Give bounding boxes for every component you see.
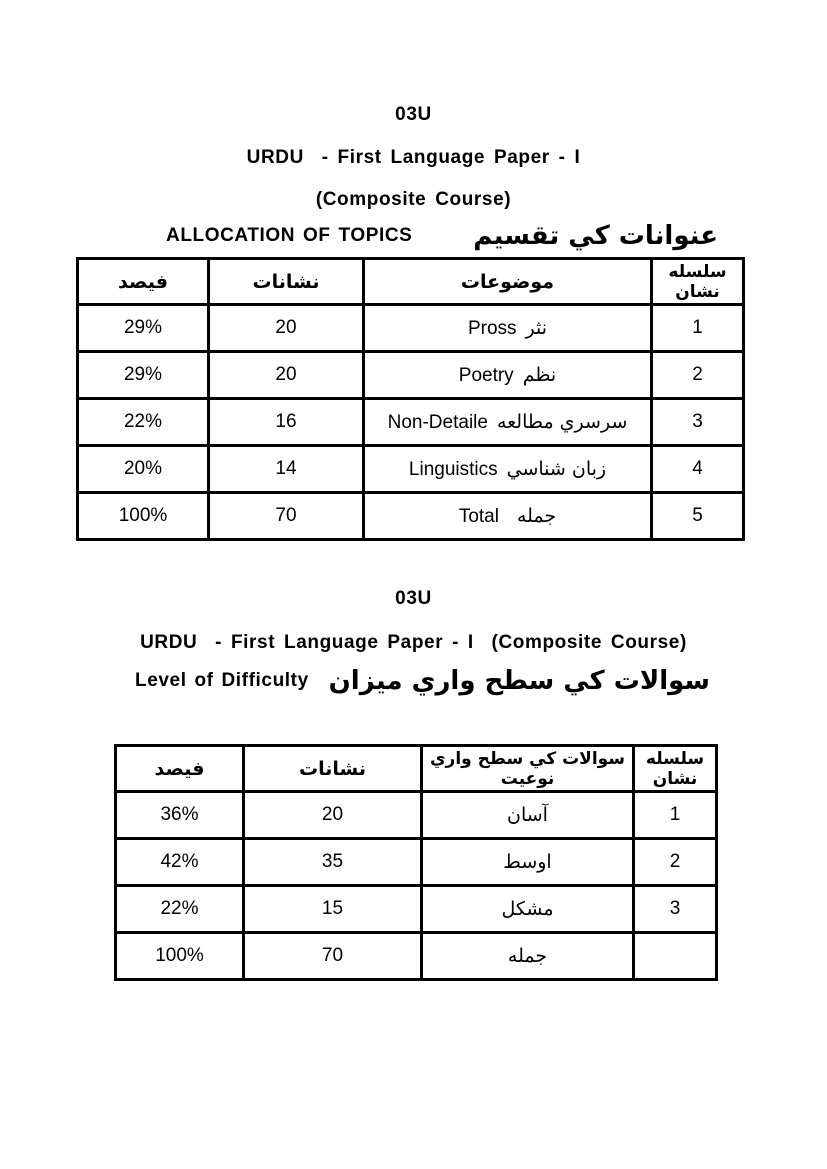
col-header-marks: نشانات <box>242 744 423 793</box>
allocation-of-topics-table: فيصد نشانات موضوعات سلسله نشان 29% 20 Pr… <box>76 257 745 541</box>
col-header-percent: فيصد <box>76 257 210 306</box>
cell-level: اوسط <box>420 837 635 887</box>
col-header-marks: نشانات <box>207 257 365 306</box>
cell-marks: 20 <box>242 790 423 840</box>
table-row: 20% 14 Linguistics زبان شناسي 4 <box>76 444 745 494</box>
cell-percent: 22% <box>76 397 210 447</box>
cell-level: جمله <box>420 931 635 981</box>
cell-marks: 15 <box>242 884 423 934</box>
cell-serial: 2 <box>632 837 718 887</box>
cell-percent: 22% <box>114 884 245 934</box>
paper-title-2: URDU - First Language Paper - I (Composi… <box>140 632 687 653</box>
cell-serial: 1 <box>650 303 745 353</box>
table-row: 100% 70 Total جمله 5 <box>76 491 745 541</box>
cell-marks: 70 <box>207 491 365 541</box>
cell-percent: 29% <box>76 303 210 353</box>
cell-percent: 100% <box>114 931 245 981</box>
topic-urdu: نظم <box>522 363 557 386</box>
cell-topic: Linguistics زبان شناسي <box>362 444 653 494</box>
level-of-difficulty-table: فيصد نشانات سوالات كي سطح واري نوعيت سلس… <box>114 744 718 981</box>
cell-topic: Non-Detaile سرسري مطالعه <box>362 397 653 447</box>
table-row: 100% 70 جمله <box>114 931 718 981</box>
cell-serial: 1 <box>632 790 718 840</box>
col-header-level: سوالات كي سطح واري نوعيت <box>420 744 635 793</box>
cell-topic: Pross نثر <box>362 303 653 353</box>
topic-urdu: زبان شناسي <box>506 457 607 480</box>
cell-serial <box>632 931 718 981</box>
section1-heading: ALLOCATION OF TOPICS عنوانات كي تقسيم <box>166 219 718 253</box>
cell-marks: 70 <box>242 931 423 981</box>
cell-serial: 3 <box>650 397 745 447</box>
paper-title-1: URDU - First Language Paper - I <box>246 147 581 168</box>
cell-marks: 20 <box>207 303 365 353</box>
table-row: 29% 20 Pross نثر 1 <box>76 303 745 353</box>
cell-serial: 5 <box>650 491 745 541</box>
topic-urdu: جمله <box>516 504 557 527</box>
section2-heading-english: Level of Difficulty <box>135 670 309 691</box>
cell-serial: 3 <box>632 884 718 934</box>
col-header-serial: سلسله نشان <box>632 744 718 793</box>
cell-level: آسان <box>420 790 635 840</box>
cell-marks: 35 <box>242 837 423 887</box>
table-row: 29% 20 Poetry نظم 2 <box>76 350 745 400</box>
cell-percent: 36% <box>114 790 245 840</box>
paper-code-1: 03U <box>395 104 432 125</box>
paper-subtitle-1: (Composite Course) <box>315 189 512 210</box>
cell-serial: 4 <box>650 444 745 494</box>
table-row: 42% 35 اوسط 2 <box>114 837 718 887</box>
cell-percent: 100% <box>76 491 210 541</box>
cell-topic: Poetry نظم <box>362 350 653 400</box>
cell-percent: 42% <box>114 837 245 887</box>
topic-english: Linguistics <box>408 458 498 480</box>
table-row: 22% 15 مشكل 3 <box>114 884 718 934</box>
col-header-topics: موضوعات <box>362 257 653 306</box>
table-header-row: فيصد نشانات سوالات كي سطح واري نوعيت سلس… <box>114 744 718 793</box>
cell-marks: 20 <box>207 350 365 400</box>
topic-urdu: سرسري مطالعه <box>496 410 628 433</box>
section2-heading: Level of Difficulty سوالات كي سطح واري م… <box>135 663 710 699</box>
section2-heading-urdu: سوالات كي سطح واري ميزان <box>328 666 710 696</box>
col-header-serial: سلسله نشان <box>650 257 745 306</box>
cell-percent: 29% <box>76 350 210 400</box>
table-row: 36% 20 آسان 1 <box>114 790 718 840</box>
topic-english: Poetry <box>458 364 514 386</box>
cell-topic: Total جمله <box>362 491 653 541</box>
topic-english: Total <box>458 505 499 527</box>
table-header-row: فيصد نشانات موضوعات سلسله نشان <box>76 257 745 306</box>
cell-marks: 14 <box>207 444 365 494</box>
paper-code-2: 03U <box>395 588 432 609</box>
section1-heading-urdu: عنوانات كي تقسيم <box>473 221 718 251</box>
cell-serial: 2 <box>650 350 745 400</box>
topic-english: Non-Detaile <box>387 411 488 433</box>
col-header-percent: فيصد <box>114 744 245 793</box>
topic-urdu: نثر <box>525 316 548 339</box>
cell-level: مشكل <box>420 884 635 934</box>
cell-percent: 20% <box>76 444 210 494</box>
topic-english: Pross <box>467 317 517 339</box>
table-row: 22% 16 Non-Detaile سرسري مطالعه 3 <box>76 397 745 447</box>
section1-heading-english: ALLOCATION OF TOPICS <box>166 225 413 246</box>
cell-marks: 16 <box>207 397 365 447</box>
